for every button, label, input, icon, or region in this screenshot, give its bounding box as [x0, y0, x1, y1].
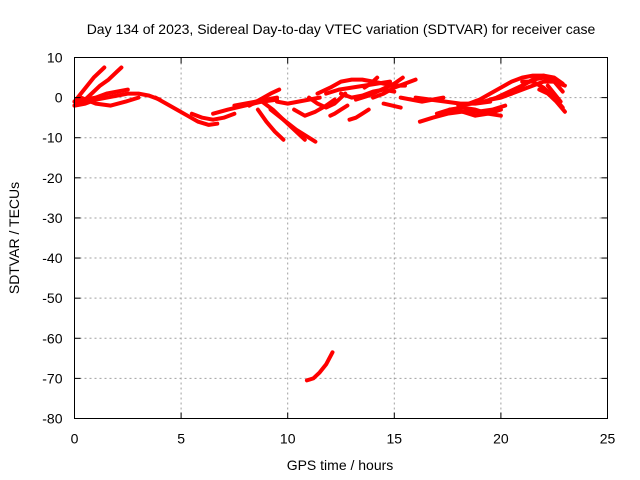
y-tick-label: -10: [42, 130, 62, 146]
y-tick-label: 0: [55, 90, 63, 106]
series-line-arc-22: [362, 75, 380, 90]
y-tick-label: -60: [42, 330, 62, 346]
series-line-arc-34: [509, 75, 565, 96]
series-line-arc-37: [545, 83, 563, 104]
series-line-arc-18: [324, 79, 392, 96]
y-tick-label: -70: [42, 370, 62, 386]
chart-title: Day 134 of 2023, Sidereal Day-to-day VTE…: [87, 21, 596, 37]
series-line-arc-36: [537, 87, 567, 114]
y-axis-label: SDTVAR / TECUs: [6, 182, 22, 294]
x-tick-label: 0: [71, 431, 79, 447]
series-line-arc-06: [153, 95, 220, 127]
series-line-arc-25: [381, 101, 403, 110]
series-line-arc-05: [78, 95, 141, 108]
series-line-arc-20: [353, 75, 405, 102]
x-tick-label: 25: [600, 431, 616, 447]
x-tick-label: 20: [493, 431, 509, 447]
y-tick-label: -40: [42, 250, 62, 266]
series-line-arc-38: [304, 350, 335, 383]
series-line-arc-23: [328, 103, 350, 118]
series-line-arc-15: [292, 97, 337, 118]
series-line-arc-32: [466, 73, 546, 106]
plot-frame: [74, 57, 608, 419]
x-tick-label: 15: [387, 431, 403, 447]
x-axis-label: GPS time / hours: [287, 457, 394, 473]
y-tick-label: -80: [42, 411, 62, 427]
x-tick-label: 10: [280, 431, 296, 447]
series-line-arc-13: [255, 107, 286, 142]
series-line-arc-12: [268, 107, 318, 144]
series-layer: [72, 65, 567, 383]
y-tick-label: -50: [42, 290, 62, 306]
series-line-arc-30: [447, 107, 503, 118]
series-line-arc-01: [72, 65, 107, 104]
tick-layer: 0 5 10 15 20 25 10 0 -10 -20 -30 -40 -50 -60 -70 -80: [42, 50, 615, 447]
series-line-arc-10: [247, 87, 282, 108]
series-line-arc-24: [347, 107, 371, 122]
series-line-arc-16: [307, 91, 348, 110]
x-tick-label: 5: [177, 431, 185, 447]
y-tick-label: -20: [42, 170, 62, 186]
y-tick-label: 10: [47, 50, 63, 66]
y-tick-label: -30: [42, 210, 62, 226]
series-line-arc-21: [371, 77, 418, 100]
series-line-arc-07: [189, 111, 237, 122]
